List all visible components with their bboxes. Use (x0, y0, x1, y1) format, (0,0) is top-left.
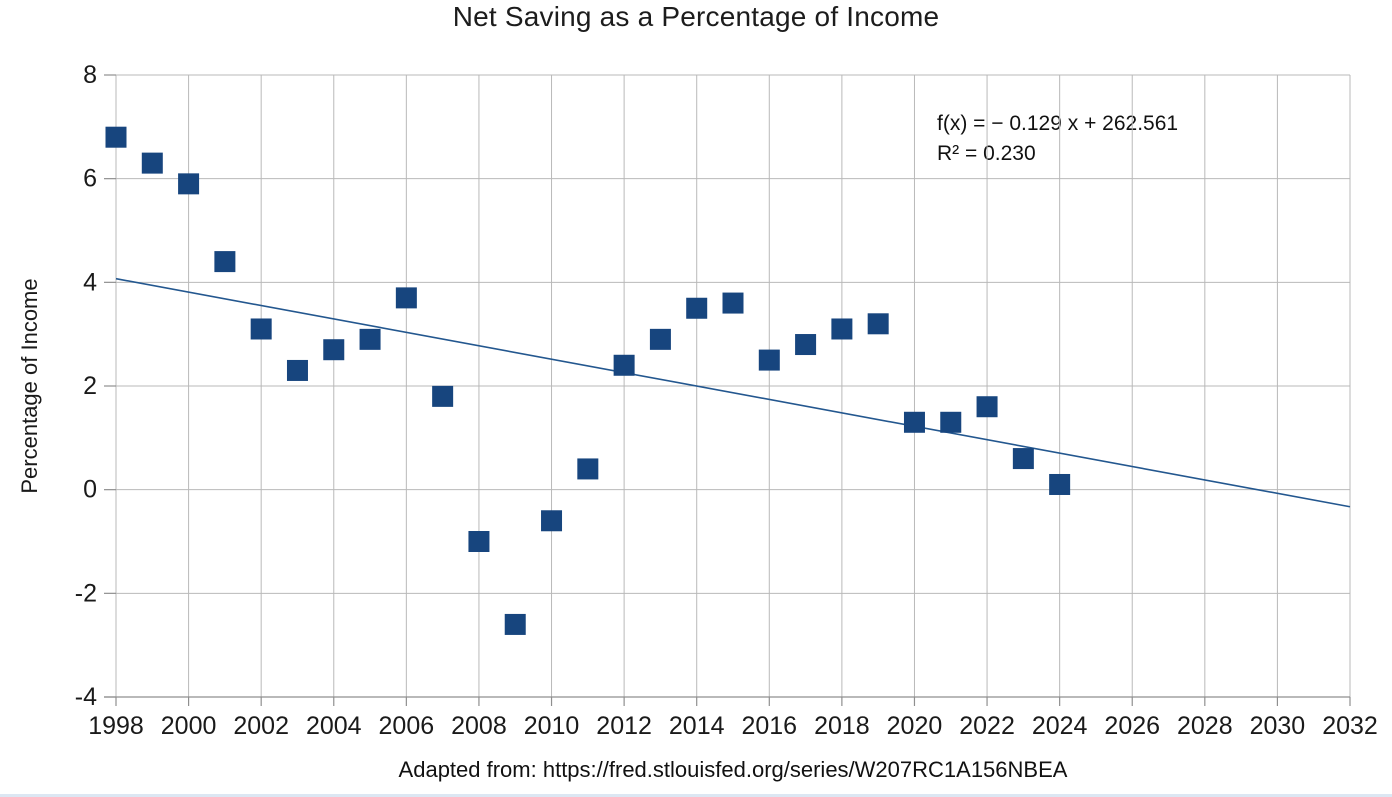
x-tick-label: 2022 (959, 712, 1015, 740)
data-point-marker (432, 385, 454, 407)
x-tick-label: 2014 (669, 712, 725, 740)
x-tick-label: 2010 (524, 712, 580, 740)
y-tick-label: 0 (83, 476, 97, 504)
x-tick-label: 2024 (1032, 712, 1088, 740)
x-tick-label: 1998 (88, 712, 144, 740)
data-point-marker (1012, 448, 1034, 470)
data-point-marker (250, 318, 272, 340)
x-tick-label: 2030 (1250, 712, 1306, 740)
data-point-marker (468, 531, 490, 552)
trendline-equation-block: f(x) = − 0.129 x + 262.561 R² = 0.230 (937, 109, 1178, 169)
data-point-marker (649, 328, 671, 350)
data-point-marker (286, 359, 308, 381)
x-tick-label: 2016 (741, 712, 797, 740)
data-point-marker (613, 354, 635, 376)
y-tick-label: 2 (83, 372, 97, 400)
data-point-marker (577, 458, 599, 480)
x-tick-label: 2020 (887, 712, 943, 740)
data-point-marker (359, 328, 381, 350)
data-point-marker (976, 396, 998, 418)
x-tick-label: 2004 (306, 712, 362, 740)
source-caption: Adapted from: https://fred.stlouisfed.or… (398, 757, 1068, 782)
y-tick-label: -4 (75, 683, 97, 711)
x-tick-label: 2008 (451, 712, 507, 740)
data-point-marker (541, 510, 563, 532)
x-tick-label: 2006 (379, 712, 435, 740)
y-axis-labels: 8 6 4 2 0 -2 -4 (75, 61, 97, 711)
data-point-marker (178, 173, 200, 195)
data-point-marker (323, 339, 345, 361)
x-tick-label: 2000 (161, 712, 217, 740)
chart-title: Net Saving as a Percentage of Income (452, 1, 940, 32)
scatter-points (105, 126, 1071, 635)
data-point-marker (903, 411, 925, 433)
gridlines (115, 74, 1351, 698)
r-squared-value: R² = 0.230 (937, 142, 1036, 165)
y-tick-label: -2 (75, 579, 97, 607)
data-point-marker (105, 126, 127, 148)
y-tick-label: 4 (83, 268, 97, 296)
data-point-marker (686, 297, 708, 319)
data-point-marker (1049, 473, 1071, 495)
data-point-marker (141, 152, 163, 174)
x-tick-label: 2032 (1322, 712, 1378, 740)
data-point-marker (831, 318, 853, 340)
x-tick-label: 2018 (814, 712, 870, 740)
data-point-marker (795, 334, 817, 356)
data-point-marker (722, 292, 744, 314)
y-tick-label: 6 (83, 165, 97, 193)
data-point-marker (867, 313, 889, 335)
data-point-marker (504, 613, 526, 635)
data-point-marker (758, 349, 780, 371)
x-tick-label: 2026 (1104, 712, 1160, 740)
x-axis-labels: 1998 2000 2002 2004 2006 2008 2010 2012 2014 2016… (88, 712, 1378, 740)
data-point-marker (214, 251, 236, 273)
window-bottom-strip (0, 794, 1392, 797)
data-point-marker (395, 287, 417, 309)
axes (104, 74, 1351, 706)
trend-line (115, 277, 1351, 508)
trendline-equation: f(x) = − 0.129 x + 262.561 (937, 112, 1179, 135)
x-tick-label: 2012 (596, 712, 652, 740)
x-tick-label: 2002 (233, 712, 289, 740)
y-tick-label: 8 (83, 61, 97, 89)
x-tick-label: 2028 (1177, 712, 1233, 740)
trend-line-group (115, 277, 1351, 508)
data-point-marker (940, 411, 962, 433)
